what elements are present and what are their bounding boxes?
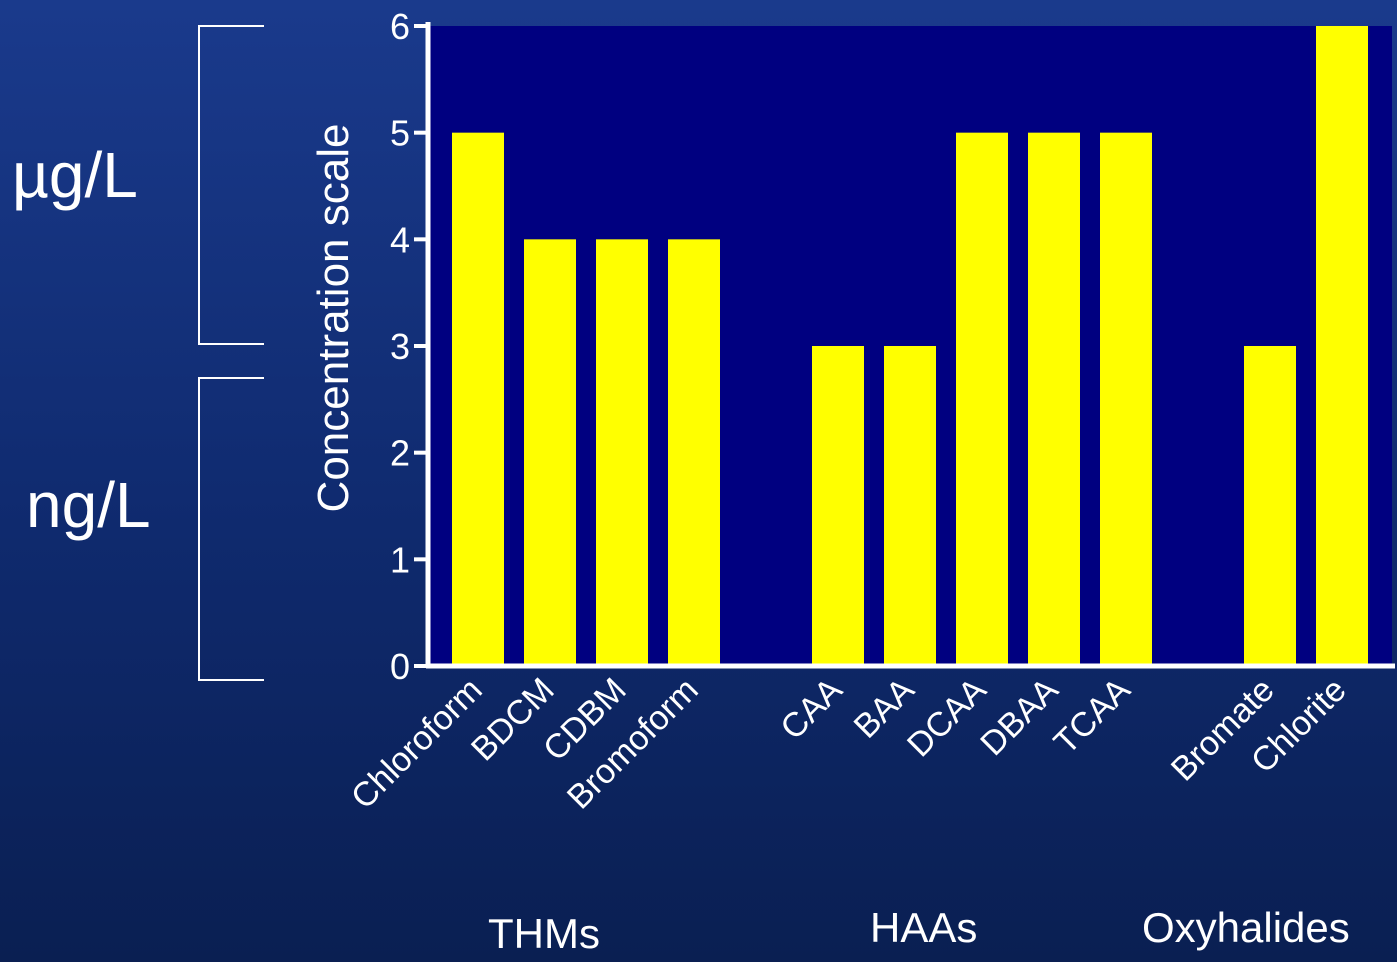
y-tick-label: 3 bbox=[390, 326, 410, 367]
bar-cdbm bbox=[596, 239, 648, 667]
unit-label-ug: µg/L bbox=[12, 139, 138, 211]
x-tick-label-dcaa: DCAA bbox=[900, 671, 994, 765]
y-axis-title: Concentration scale bbox=[309, 124, 358, 513]
bar-baa bbox=[884, 346, 936, 666]
bars-layer bbox=[452, 26, 1368, 667]
bar-chloroform bbox=[452, 132, 504, 666]
y-tick-label: 4 bbox=[390, 219, 410, 260]
y-tick-label: 1 bbox=[390, 539, 410, 580]
x-tick-label-tcaa: TCAA bbox=[1047, 671, 1138, 762]
group-label-oxyhalides: Oxyhalides bbox=[1142, 904, 1350, 951]
unit-label-ng: ng/L bbox=[26, 469, 151, 541]
ug-range-bracket bbox=[198, 25, 264, 345]
y-ticks-layer: 0 1 2 3 4 5 6 bbox=[390, 6, 428, 687]
bar-tcaa bbox=[1100, 132, 1152, 666]
bar-chlorite bbox=[1316, 26, 1368, 666]
group-label-thms: THMs bbox=[488, 910, 600, 957]
bar-bromate bbox=[1244, 346, 1296, 666]
bar-dcaa bbox=[956, 132, 1008, 666]
bar-bdcm bbox=[524, 239, 576, 667]
y-tick-label: 0 bbox=[390, 646, 410, 687]
bar-bromoform bbox=[668, 239, 720, 667]
bar-dbaa bbox=[1028, 132, 1080, 666]
x-tick-label-dbaa: DBAA bbox=[973, 671, 1066, 764]
group-label-haas: HAAs bbox=[870, 904, 978, 951]
bar-caa bbox=[812, 346, 864, 666]
y-tick-label: 5 bbox=[390, 113, 410, 154]
y-tick-label: 6 bbox=[390, 6, 410, 47]
x-tick-label-caa: CAA bbox=[773, 671, 850, 748]
y-tick-label: 2 bbox=[390, 433, 410, 474]
ng-range-bracket bbox=[198, 377, 264, 681]
